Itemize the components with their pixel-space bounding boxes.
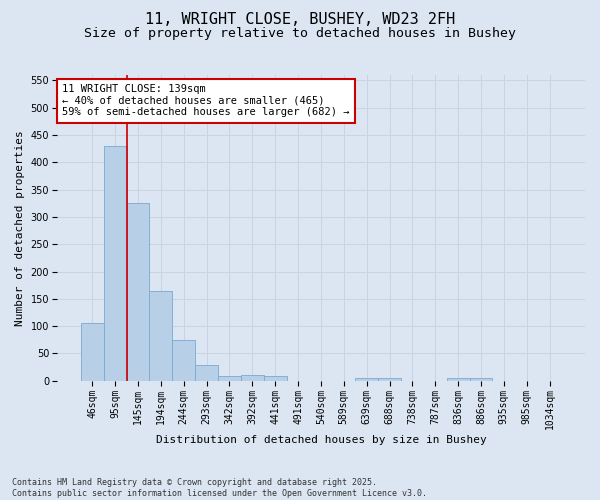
Y-axis label: Number of detached properties: Number of detached properties <box>15 130 25 326</box>
Text: Size of property relative to detached houses in Bushey: Size of property relative to detached ho… <box>84 28 516 40</box>
Bar <box>195 366 218 380</box>
Bar <box>264 376 287 380</box>
Bar <box>378 378 401 380</box>
Bar <box>172 340 195 380</box>
Text: 11 WRIGHT CLOSE: 139sqm
← 40% of detached houses are smaller (465)
59% of semi-d: 11 WRIGHT CLOSE: 139sqm ← 40% of detache… <box>62 84 350 117</box>
Bar <box>241 374 264 380</box>
Bar <box>470 378 493 380</box>
Text: Contains HM Land Registry data © Crown copyright and database right 2025.
Contai: Contains HM Land Registry data © Crown c… <box>12 478 427 498</box>
Text: 11, WRIGHT CLOSE, BUSHEY, WD23 2FH: 11, WRIGHT CLOSE, BUSHEY, WD23 2FH <box>145 12 455 28</box>
X-axis label: Distribution of detached houses by size in Bushey: Distribution of detached houses by size … <box>155 435 486 445</box>
Bar <box>81 324 104 380</box>
Bar <box>104 146 127 380</box>
Bar <box>127 204 149 380</box>
Bar <box>218 376 241 380</box>
Bar <box>355 378 378 380</box>
Bar <box>149 290 172 380</box>
Bar <box>446 378 470 380</box>
